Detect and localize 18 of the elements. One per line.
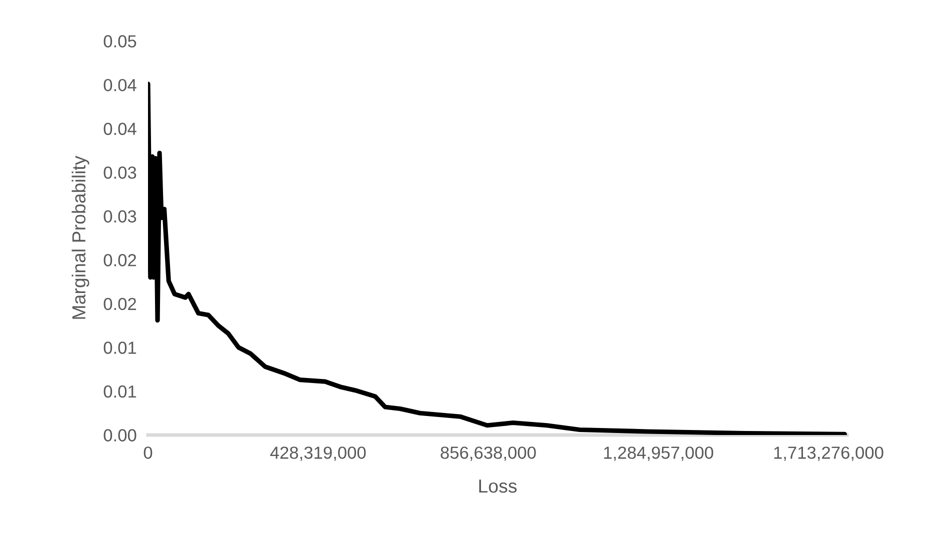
line-series: [148, 82, 847, 435]
y-tick-label: 0.01: [104, 342, 136, 354]
x-axis-title: Loss: [479, 480, 517, 493]
y-tick-label: 0.03: [104, 166, 136, 179]
y-tick-label: 0.02: [104, 254, 136, 266]
x-tick-label: 428,319,000: [270, 446, 366, 461]
y-axis-title: Marginal Probability: [72, 156, 90, 319]
y-tick-label: 0.05: [104, 35, 136, 48]
y-tick-label: 0.04: [104, 122, 136, 136]
y-tick-label: 0.00: [104, 429, 136, 442]
y-tick-label: 0.01: [104, 385, 136, 398]
x-tick-label: 856,638,000: [440, 446, 536, 461]
y-tick-label: 0.02: [104, 298, 136, 310]
y-tick-label: 0.03: [104, 210, 136, 223]
x-tick-label: 0: [144, 446, 152, 459]
x-tick-label: 1,713,276,000: [774, 446, 884, 461]
x-tick-label: 1,284,957,000: [604, 446, 714, 461]
y-tick-label: 0.04: [104, 78, 136, 92]
